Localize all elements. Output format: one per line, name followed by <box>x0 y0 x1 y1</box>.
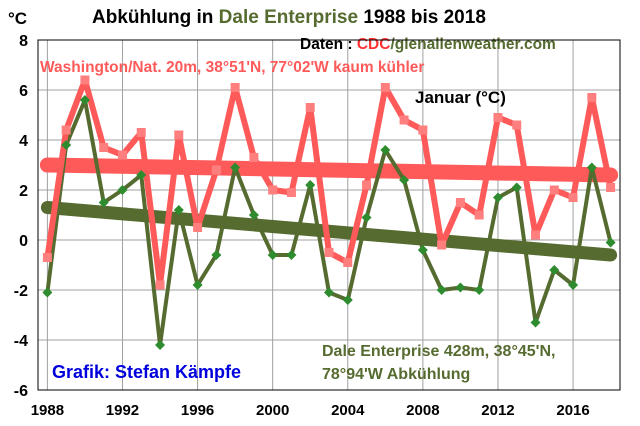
point-dale <box>42 287 53 298</box>
point-dale <box>324 287 334 298</box>
y-tick-label: -6 <box>14 383 28 400</box>
point-washington <box>324 248 334 257</box>
point-dale <box>586 162 597 173</box>
point-washington <box>193 223 203 232</box>
point-washington <box>249 153 259 162</box>
point-dale <box>549 265 560 275</box>
point-dale <box>605 237 616 248</box>
x-tick-label: 1988 <box>31 402 64 419</box>
point-washington <box>136 128 146 137</box>
point-washington <box>362 180 372 190</box>
y-tick-label: 0 <box>19 233 28 250</box>
y-tick-labels: -6 -4 -2 0 2 4 6 8 <box>14 33 28 400</box>
point-dale <box>286 250 297 260</box>
point-washington <box>155 280 165 290</box>
point-dale <box>173 205 184 215</box>
point-dale <box>117 185 128 195</box>
x-tick-label: 2012 <box>481 402 514 419</box>
y-tick-label: 6 <box>19 83 28 100</box>
point-dale <box>98 197 109 208</box>
point-dale <box>380 145 391 155</box>
point-washington <box>568 193 578 202</box>
point-washington <box>380 83 390 92</box>
point-washington <box>512 120 522 130</box>
point-dale <box>492 192 503 203</box>
point-washington <box>531 230 541 240</box>
point-dale <box>455 282 466 293</box>
chart-title: Abkühlung in Dale Enterprise 1988 bis 20… <box>92 7 486 28</box>
x-tick-label: 1992 <box>106 402 139 419</box>
point-dale <box>417 245 428 255</box>
unit-label: °C <box>8 9 27 28</box>
point-dale <box>399 175 410 185</box>
source-part-2: /glenallenweather.com <box>390 36 555 53</box>
point-washington <box>99 143 109 152</box>
title-part-1: Dale Enterprise <box>219 7 358 28</box>
point-dale <box>361 212 372 223</box>
y-tick-label: -2 <box>14 283 28 300</box>
x-tick-label: 1996 <box>181 402 214 419</box>
y-tick-label: 8 <box>19 33 28 50</box>
y-tick-label: -4 <box>14 333 28 350</box>
title-part-2: 1988 bis 2018 <box>358 7 486 28</box>
title-part-0: Abkühlung in <box>92 7 219 28</box>
point-dale <box>530 317 541 328</box>
x-tick-label: 2008 <box>406 402 439 419</box>
point-dale <box>511 182 522 193</box>
point-washington <box>61 125 71 135</box>
point-dale <box>61 140 72 150</box>
y-tick-label: 2 <box>19 183 28 200</box>
point-dale <box>211 250 222 260</box>
point-washington <box>42 253 52 262</box>
point-washington <box>587 93 597 102</box>
series-label-dale-line1: Dale Enterprise 428m, 38°45'N, <box>322 343 555 360</box>
series-markers <box>42 75 616 350</box>
point-washington <box>211 165 221 175</box>
series-label-washington: Washington/Nat. 20m, 38°51'N, 77°02'W ka… <box>40 59 424 76</box>
point-dale <box>79 95 90 105</box>
data-source: Daten : CDC/glenallenweather.com <box>300 36 556 53</box>
point-washington <box>343 258 353 267</box>
point-washington <box>268 185 278 195</box>
point-dale <box>155 340 166 350</box>
point-dale <box>568 280 579 290</box>
trend-line-washington <box>39 157 619 183</box>
point-dale <box>436 285 447 295</box>
x-tick-label: 2004 <box>331 402 365 419</box>
point-dale <box>248 210 259 220</box>
x-tick-label: 2000 <box>256 402 289 419</box>
source-part-1: CDC <box>357 36 391 53</box>
point-washington <box>286 188 296 197</box>
point-washington <box>437 240 447 250</box>
credit-label: Grafik: Stefan Kämpfe <box>52 362 241 382</box>
point-washington <box>606 183 616 192</box>
point-washington <box>418 125 428 135</box>
x-tick-label: 2016 <box>556 402 589 419</box>
source-part-0: Daten : <box>300 36 357 53</box>
point-washington <box>230 83 240 92</box>
point-dale <box>267 250 278 260</box>
point-dale <box>305 180 316 190</box>
point-washington <box>80 75 90 85</box>
point-washington <box>399 115 409 125</box>
chart-subtitle: Januar (°C) <box>415 88 506 107</box>
point-washington <box>493 113 503 122</box>
point-washington <box>474 210 484 220</box>
y-tick-label: 4 <box>19 133 28 150</box>
point-dale <box>192 280 203 290</box>
point-dale <box>230 162 241 173</box>
series-label-dale-line2: 78°94'W Abkühlung <box>322 366 470 383</box>
point-dale <box>342 295 353 305</box>
point-washington <box>455 198 465 207</box>
plot-frame <box>37 39 621 391</box>
point-dale <box>474 285 485 295</box>
point-dale <box>136 170 147 180</box>
point-washington <box>117 150 127 160</box>
point-washington <box>174 130 184 140</box>
point-washington <box>549 185 559 195</box>
point-washington <box>305 103 315 112</box>
x-tick-labels: 1988 1992 1996 2000 2004 2008 2012 2016 <box>31 402 590 419</box>
